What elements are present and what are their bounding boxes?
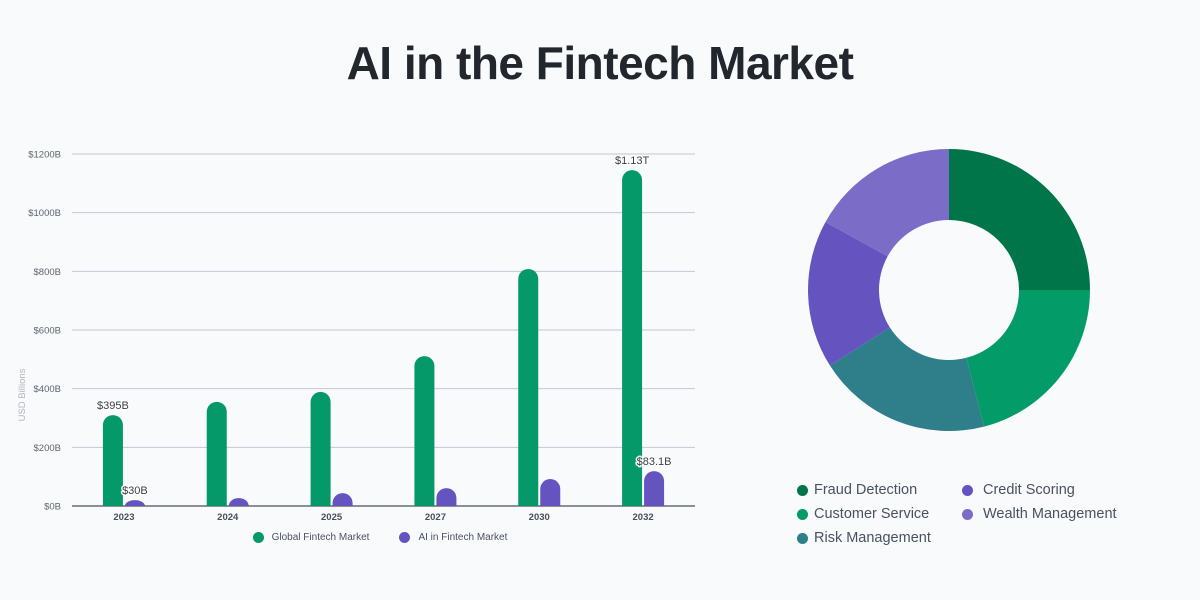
legend-label: Credit Scoring: [983, 482, 1075, 498]
data-label: $83.1B: [637, 456, 672, 468]
bar-global-fintech[interactable]: [414, 356, 435, 506]
y-tick-label: $600B: [34, 326, 61, 337]
donut-slice-customer-service[interactable]: [966, 290, 1090, 427]
legend-label: AI in Fintech Market: [418, 532, 508, 543]
legend-item-customer-service[interactable]: Customer Service: [797, 504, 962, 524]
y-tick-label: $0B: [44, 502, 61, 513]
x-tick-label: 2025: [321, 512, 343, 523]
bar-global-fintech[interactable]: [622, 170, 643, 506]
y-tick-label: $800B: [34, 267, 61, 278]
data-label-halo: $83.1B: [637, 456, 672, 468]
donut-chart-legend: Fraud Detection Credit Scoring Customer …: [797, 480, 1132, 548]
donut-slice-credit-scoring[interactable]: [808, 222, 890, 366]
legend-label: Customer Service: [814, 506, 930, 522]
bar-ai-fintech[interactable]: [228, 498, 249, 506]
bar-global-fintech[interactable]: [518, 268, 539, 506]
bar-ai-fintech[interactable]: [644, 471, 665, 506]
y-tick-label: $400B: [34, 384, 61, 395]
data-label-halo: $395B: [97, 400, 129, 412]
legend-item-wealth-management[interactable]: Wealth Management: [962, 504, 1132, 524]
legend-item-credit-scoring[interactable]: Credit Scoring: [962, 480, 1132, 500]
data-label: $30B: [122, 485, 148, 497]
y-tick-label: $1000B: [28, 208, 61, 219]
bar-ai-fintech[interactable]: [436, 488, 457, 506]
legend-label: Wealth Management: [983, 506, 1117, 522]
data-label: $395B: [97, 400, 129, 412]
legend-item-risk-management[interactable]: Risk Management: [797, 528, 962, 548]
legend-item-fraud-detection[interactable]: Fraud Detection: [797, 480, 962, 500]
legend-dot-icon: [797, 532, 808, 544]
legend-dot-icon: [797, 508, 808, 520]
legend-label: Global Fintech Market: [271, 532, 370, 543]
x-tick-label: 2024: [217, 512, 239, 523]
legend-label: Fraud Detection: [814, 482, 918, 498]
legend-label: Risk Management: [814, 530, 931, 546]
legend-dot-icon: [962, 484, 973, 496]
bar-chart-legend: Global Fintech Market AI in Fintech Mark…: [0, 532, 760, 543]
y-axis-label: USD Billions: [17, 368, 28, 421]
bar-global-fintech[interactable]: [206, 401, 227, 506]
y-tick-label: $1200B: [28, 150, 61, 161]
legend-dot-icon: [962, 508, 973, 520]
bar-ai-fintech[interactable]: [332, 493, 353, 506]
y-tick-label: $200B: [34, 443, 61, 454]
legend-dot-icon: [797, 484, 808, 496]
donut-slice-risk-management[interactable]: [829, 327, 985, 431]
x-tick-label: 2027: [425, 512, 446, 523]
x-tick-label: 2030: [529, 512, 550, 523]
donut-chart: [808, 149, 1090, 431]
legend-item-ai-fintech[interactable]: AI in Fintech Market: [399, 532, 507, 543]
bar-global-fintech[interactable]: [102, 415, 123, 506]
bar-ai-fintech[interactable]: [540, 479, 561, 506]
data-label-halo: $1.13T: [615, 155, 650, 167]
legend-dot-icon: [252, 532, 264, 543]
legend-dot-icon: [399, 532, 411, 543]
donut-slice-fraud-detection[interactable]: [949, 149, 1090, 290]
x-tick-label: 2023: [113, 512, 134, 523]
bar-global-fintech[interactable]: [310, 391, 331, 506]
legend-item-global-fintech[interactable]: Global Fintech Market: [252, 532, 370, 543]
data-label-halo: $30B: [122, 485, 148, 497]
chart-title: AI in the Fintech Market: [346, 37, 854, 89]
donut-slice-wealth-management[interactable]: [825, 149, 949, 257]
x-tick-label: 2032: [633, 512, 654, 523]
bar-ai-fintech[interactable]: [124, 500, 145, 506]
data-label: $1.13T: [615, 155, 650, 167]
bar-chart: $0B $200B $400B $600B $800B $1000B $1200B USD B…: [17, 150, 695, 523]
